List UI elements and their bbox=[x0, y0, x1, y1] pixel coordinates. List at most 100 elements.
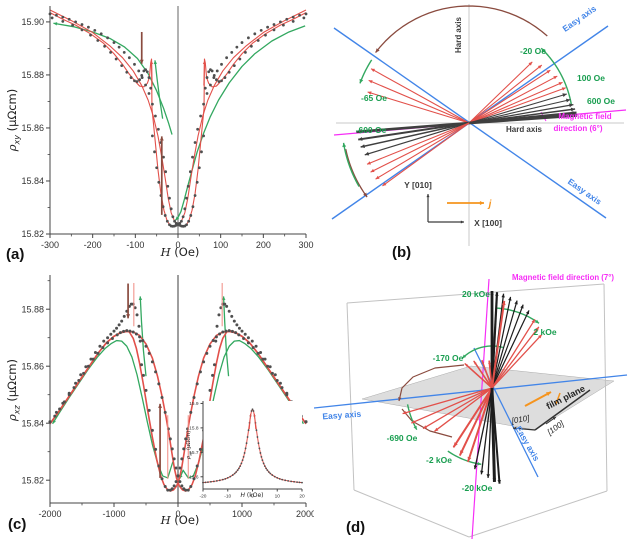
diagram-label: Magnetic field bbox=[558, 112, 611, 121]
rotation-arc bbox=[345, 149, 368, 198]
x-tick-label: 0 bbox=[251, 493, 254, 499]
diagram-label: Hard axis bbox=[506, 125, 543, 134]
rho-subscript: xz bbox=[12, 405, 22, 415]
inset-y-axis-label: ρxz (μΩcm) bbox=[186, 431, 192, 460]
magnetization-arrows bbox=[367, 68, 470, 124]
diagram-label: -20 Oe bbox=[520, 46, 546, 56]
diagram-label: [010] bbox=[510, 413, 531, 425]
rotation-arc bbox=[342, 142, 360, 187]
axes: 15.6 15.7 15.8 15.9 -20 -10 0 10 20 bbox=[189, 401, 305, 499]
chart-c-canvas: 15.82 15.84 15.86 15.88 -2000 -1000 0 1000 2000 bbox=[21, 275, 314, 519]
diagram-arc bbox=[401, 408, 453, 438]
y-tick-label: 15.88 bbox=[21, 70, 44, 80]
diagram-label: Y [010] bbox=[404, 180, 432, 190]
x-tick-label: 100 bbox=[213, 240, 228, 250]
x-tick-label: 300 bbox=[298, 240, 313, 250]
panel-d: Magnetic field direction (7°) 20 kOe 2 kOe… bbox=[314, 271, 628, 542]
panel-label-c: (c) bbox=[8, 516, 27, 533]
diagram-b-canvas: Hard axis Hard axis Easy axis Easy axis -20 … bbox=[331, 3, 627, 246]
rotation-arc bbox=[540, 47, 573, 106]
x-tick-label: 20 bbox=[299, 493, 305, 499]
x-tick-label: -1000 bbox=[102, 509, 125, 519]
series-green_left_short bbox=[153, 60, 164, 119]
annotation-arrow bbox=[253, 413, 257, 430]
annotation-arrow bbox=[139, 31, 144, 64]
series-sweep_down_dots bbox=[50, 12, 308, 228]
diagram-label: Easy axis bbox=[566, 176, 604, 207]
magnetization-arrows bbox=[452, 387, 493, 463]
diagram-line bbox=[555, 392, 561, 405]
series-fit_down bbox=[49, 9, 307, 228]
h-symbol: H bbox=[160, 513, 171, 527]
diagram-label: 2 kOe bbox=[533, 327, 556, 337]
diagram-label: Easy axis bbox=[561, 3, 599, 34]
diagram-line bbox=[353, 489, 470, 538]
x-tick-label: -100 bbox=[126, 240, 144, 250]
magnetization-arrows bbox=[464, 359, 493, 389]
x-tick-label: -300 bbox=[41, 240, 59, 250]
panel-b: Hard axis Hard axis Easy axis Easy axis -20 … bbox=[314, 0, 628, 268]
annotation-arrow bbox=[158, 403, 163, 478]
magnetization-arrows bbox=[490, 387, 501, 484]
y-tick-label: 15.6 bbox=[189, 474, 199, 480]
x-tick-label: 200 bbox=[256, 240, 271, 250]
axes: 15.82 15.84 15.86 15.88 15.90 -300 -200 -100 0 10… bbox=[21, 6, 314, 250]
diagram-label: 100 Oe bbox=[577, 73, 605, 83]
diagram-label: -65 Oe bbox=[361, 93, 387, 103]
rotation-arc bbox=[447, 450, 482, 466]
series-green_right bbox=[174, 25, 306, 221]
diagram-label: -20 kOe bbox=[462, 483, 493, 493]
y-axis-label-c: ρxz (μΩcm) bbox=[5, 320, 22, 460]
rotation-arc bbox=[461, 345, 504, 359]
y-tick-label: 15.82 bbox=[21, 475, 44, 485]
chart-c-inset-canvas: 15.6 15.7 15.8 15.9 -20 -10 0 10 20 ρxz (μΩcm) H (… bbox=[186, 401, 305, 499]
diagram-label: Easy axis bbox=[322, 409, 362, 422]
x-axis-label-a: H (Oe) bbox=[140, 245, 220, 259]
diagram-line bbox=[545, 416, 557, 425]
x-tick-label: 1000 bbox=[232, 509, 252, 519]
y-tick-label: 15.88 bbox=[21, 304, 44, 314]
diagram-label: -690 Oe bbox=[387, 433, 418, 443]
series-green_left bbox=[53, 22, 173, 135]
h-symbol: H bbox=[160, 245, 171, 259]
magnetization-arrows bbox=[366, 122, 470, 187]
panel-label-a: (a) bbox=[6, 246, 25, 263]
x-tick-label: -20 bbox=[200, 493, 207, 499]
diagram-line bbox=[426, 194, 430, 222]
magnetization-arrows bbox=[491, 318, 543, 389]
x-axis-label-c: H (Oe) bbox=[140, 513, 220, 527]
y-tick-label: 15.86 bbox=[21, 361, 44, 371]
diagram-label: Magnetic field direction (7°) bbox=[512, 273, 614, 282]
rho-subscript: xy bbox=[12, 135, 22, 145]
magnetization-arrows bbox=[356, 121, 470, 156]
y-tick-label: 15.82 bbox=[21, 229, 44, 239]
x-tick-label: 0 bbox=[175, 509, 180, 519]
x-tick-label: 10 bbox=[275, 493, 281, 499]
x-tick-label: -200 bbox=[84, 240, 102, 250]
diagram-line bbox=[471, 278, 490, 540]
diagram-label: j bbox=[487, 199, 492, 210]
diagram-line bbox=[447, 201, 484, 205]
x-tick-label: 2000 bbox=[296, 509, 314, 519]
diagram-line bbox=[314, 374, 628, 409]
diagram-line bbox=[512, 426, 536, 431]
diagram-line bbox=[428, 220, 464, 224]
panel-label-b: (b) bbox=[392, 244, 412, 261]
y-tick-label: 15.86 bbox=[21, 123, 44, 133]
panel-c: 15.82 15.84 15.86 15.88 -2000 -1000 0 1000 2000 bbox=[0, 271, 314, 542]
panel-c-inset: 15.6 15.7 15.8 15.9 -20 -10 0 10 20 ρxz (μΩcm) H (… bbox=[186, 396, 314, 500]
rho-symbol: ρ bbox=[5, 144, 19, 152]
diagram-line bbox=[346, 283, 605, 304]
rotation-arc bbox=[375, 5, 548, 53]
diagram-line bbox=[346, 302, 355, 491]
magnetization-arrows bbox=[402, 387, 493, 432]
magnetization-arrows bbox=[468, 93, 577, 125]
diagram-label: Hard axis bbox=[454, 16, 463, 53]
y-tick-label: 15.84 bbox=[21, 176, 44, 186]
x-tick-label: -2000 bbox=[38, 509, 61, 519]
series-green_left bbox=[52, 339, 174, 479]
x-unit: (Oe) bbox=[170, 513, 200, 527]
y-unit: (μΩcm) bbox=[5, 88, 19, 136]
y-tick-label: 15.7 bbox=[189, 450, 199, 456]
